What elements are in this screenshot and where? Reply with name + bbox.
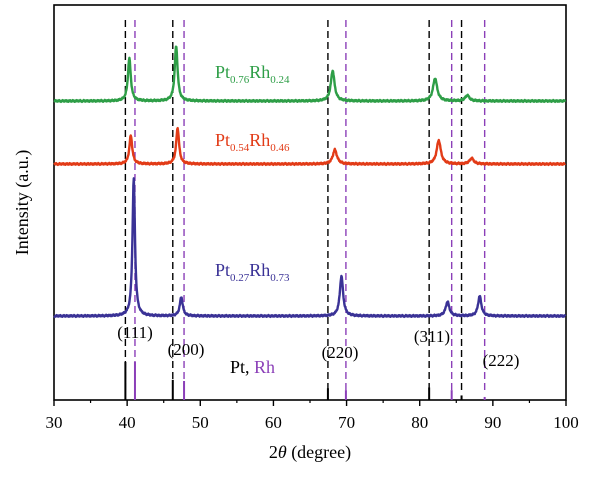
stick-legend: Pt, Rh — [230, 357, 275, 377]
x-tick-label-30: 30 — [46, 413, 63, 432]
peak-labels: (111) (200) (220) (311) (222) — [117, 323, 519, 370]
series-label-1: Pt0.54Rh0.46 — [215, 130, 290, 154]
xrd-curves — [53, 45, 567, 319]
x-axis: 30 40 50 60 70 80 90 100 — [46, 400, 579, 432]
series-label-2: Pt0.27Rh0.73 — [215, 260, 290, 284]
x-tick-label-100: 100 — [553, 413, 579, 432]
peak-label-0: (111) — [117, 323, 153, 342]
peak-label-1: (200) — [168, 340, 205, 359]
series-labels: Pt0.76Rh0.24 Pt0.54Rh0.46 Pt0.27Rh0.73 — [215, 62, 290, 284]
x-tick-label-60: 60 — [265, 413, 282, 432]
x-tick-label-40: 40 — [119, 413, 136, 432]
x-axis-label: 2θ (degree) — [269, 442, 351, 463]
x-tick-label-50: 50 — [192, 413, 209, 432]
series-curve-2 — [53, 177, 567, 319]
series-curve-0 — [53, 45, 567, 104]
x-tick-label-70: 70 — [338, 413, 355, 432]
peak-label-2: (220) — [322, 343, 359, 362]
y-axis-label: Intensity (a.u.) — [12, 150, 33, 255]
series-label-0: Pt0.76Rh0.24 — [215, 62, 290, 86]
reference-sticks — [124, 362, 486, 400]
stick-legend-text: Pt, Rh — [230, 357, 275, 377]
series-curve-1 — [53, 126, 567, 167]
x-tick-label-80: 80 — [411, 413, 428, 432]
peak-label-3: (311) — [414, 327, 450, 346]
x-tick-label-90: 90 — [484, 413, 501, 432]
peak-label-4: (222) — [483, 351, 520, 370]
